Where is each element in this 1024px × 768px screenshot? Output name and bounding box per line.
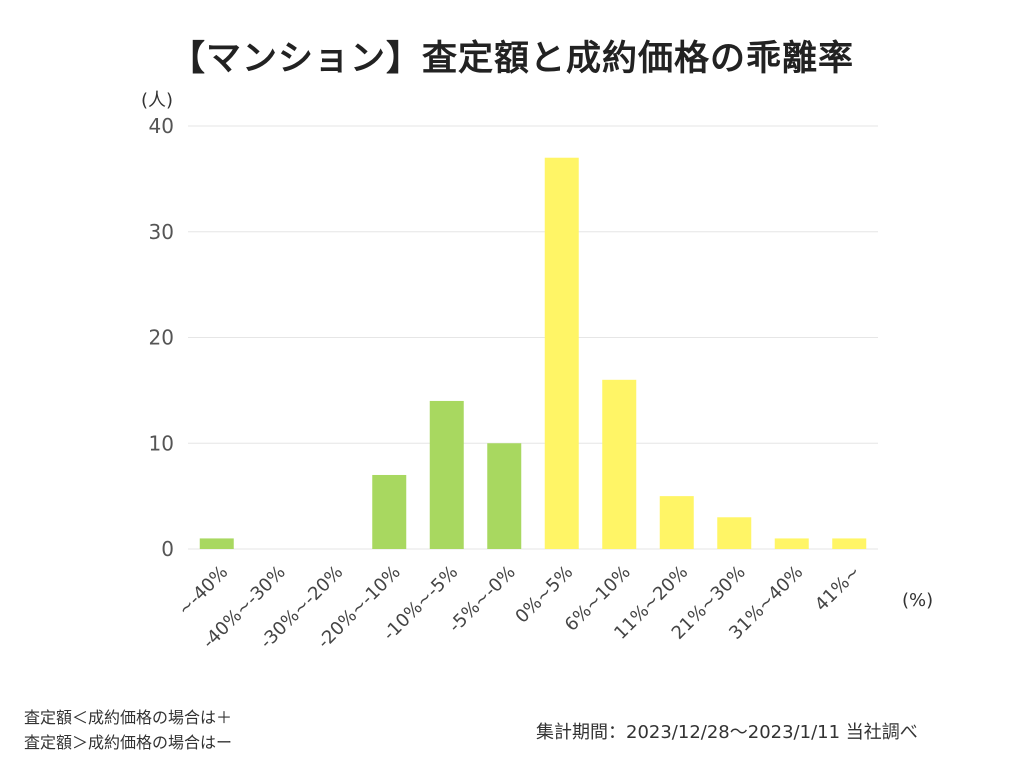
bar bbox=[487, 443, 522, 549]
bar bbox=[199, 538, 234, 549]
y-tick-label: 30 bbox=[149, 220, 174, 244]
x-axis-unit: (%) bbox=[902, 590, 934, 611]
bar bbox=[717, 517, 752, 549]
y-tick-label: 10 bbox=[149, 431, 174, 455]
bar bbox=[429, 400, 464, 549]
note-plus: 査定額＜成約価格の場合は＋ bbox=[24, 708, 233, 727]
bar bbox=[832, 538, 867, 549]
y-axis-unit: (人) bbox=[141, 90, 174, 111]
chart-title: 【マンション】査定額と成約価格の乖離率 bbox=[169, 39, 854, 79]
note-minus: 査定額＞成約価格の場合はー bbox=[24, 733, 233, 752]
bar bbox=[372, 474, 407, 549]
grid-lines bbox=[188, 125, 878, 550]
bar bbox=[544, 157, 579, 549]
x-tick-label: ~-40% bbox=[174, 562, 232, 620]
y-tick-label: 40 bbox=[149, 114, 174, 138]
survey-period: 集計期間：2023/12/28〜2023/1/11 当社調べ bbox=[536, 722, 918, 743]
y-tick-label: 20 bbox=[149, 326, 174, 350]
y-tick-labels: 0 10 20 30 40 bbox=[149, 114, 174, 561]
bar bbox=[659, 496, 694, 549]
bars bbox=[199, 157, 867, 549]
y-tick-label: 0 bbox=[161, 537, 174, 561]
x-tick-labels: ~-40%-40%~-30%-30%~-20%-20%~-10%-10%~-5%… bbox=[174, 562, 865, 653]
x-tick-label: 41%~ bbox=[811, 562, 865, 616]
bar bbox=[774, 538, 809, 549]
bar bbox=[602, 379, 637, 549]
